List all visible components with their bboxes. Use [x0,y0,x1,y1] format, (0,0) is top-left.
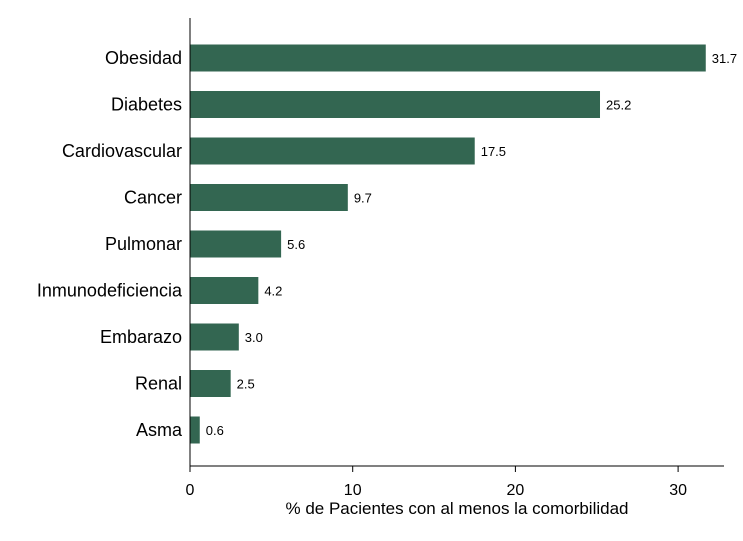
category-label-inmunodeficiencia: Inmunodeficiencia [37,281,183,301]
x-tick-label: 0 [186,482,195,499]
bar-diabetes [190,91,601,118]
category-label-asma: Asma [136,420,183,440]
bar-embarazo [190,323,239,351]
category-label-diabetes: Diabetes [111,95,182,115]
value-label-diabetes: 25.2 [606,98,631,113]
x-tick-label: 10 [344,482,362,499]
value-label-embarazo: 3.0 [245,330,263,345]
category-labels: Obesidad Diabetes Cardiovascular Cancer Pulm… [37,48,183,440]
bar-cancer [190,184,348,211]
bar-obesidad [190,44,706,72]
bars-group [190,44,706,444]
x-tick-label: 20 [507,482,525,499]
value-label-cancer: 9.7 [354,191,372,206]
x-tick-label: 30 [669,482,687,499]
bar-inmunodeficiencia [190,277,259,304]
bar-pulmonar [190,230,282,258]
value-label-asma: 0.6 [206,423,224,438]
x-axis-ticks: 0 10 20 30 [186,466,687,499]
value-labels: 31.7 25.2 17.5 9.7 5.6 4.2 3.0 2.5 0.6 [206,51,737,438]
value-label-inmunodeficiencia: 4.2 [264,284,282,299]
category-label-renal: Renal [135,374,182,394]
bar-cardiovascular [190,137,475,165]
value-label-renal: 2.5 [237,377,255,392]
bar-renal [190,370,231,397]
x-axis-title: % de Pacientes con al menos la comorbili… [285,499,628,518]
value-label-obesidad: 31.7 [712,51,737,66]
category-label-embarazo: Embarazo [100,327,182,347]
category-label-cardiovascular: Cardiovascular [62,141,182,161]
category-label-obesidad: Obesidad [105,48,182,68]
bar-asma [190,416,200,444]
category-label-pulmonar: Pulmonar [105,234,182,254]
value-label-pulmonar: 5.6 [287,237,305,252]
value-label-cardiovascular: 17.5 [481,144,506,159]
category-label-cancer: Cancer [124,188,182,208]
